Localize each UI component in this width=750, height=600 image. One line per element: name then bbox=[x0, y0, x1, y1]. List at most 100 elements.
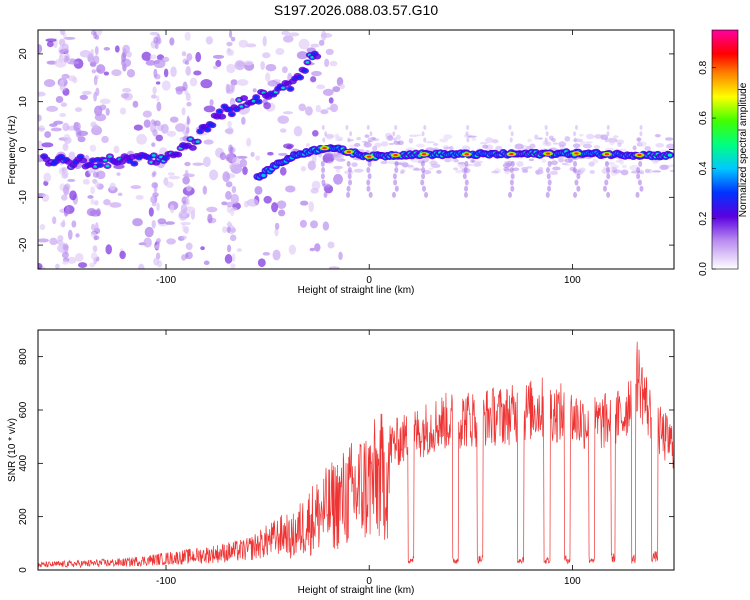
spectrogram-cell bbox=[221, 201, 228, 206]
spectrogram-cell bbox=[328, 266, 340, 269]
spectrogram-cell bbox=[136, 133, 148, 145]
spectrogram-cell bbox=[576, 185, 581, 192]
spectrogram-cell bbox=[367, 137, 371, 143]
spectrogram-cell bbox=[182, 223, 186, 233]
spectrogram-cell bbox=[151, 182, 158, 189]
spectrogram-cell bbox=[348, 179, 353, 186]
spectrogram-cell bbox=[226, 63, 236, 74]
spectrogram-cell bbox=[226, 201, 234, 208]
spectrogram-cell bbox=[231, 82, 235, 93]
spectrogram-cell bbox=[300, 166, 307, 172]
spectrogram-cell bbox=[203, 139, 214, 145]
spectrogram-cell bbox=[465, 131, 469, 137]
spectrogram-cell bbox=[367, 160, 372, 167]
spectrogram-cell bbox=[281, 66, 288, 74]
spectrogram-cell bbox=[544, 125, 548, 131]
snr-frame bbox=[37, 329, 675, 571]
spectrogram-cell bbox=[521, 167, 529, 171]
spectrogram-cell bbox=[238, 39, 249, 48]
spectrogram-cell bbox=[586, 133, 595, 140]
spectrogram-cell bbox=[526, 166, 533, 169]
spectrogram-cell bbox=[246, 137, 252, 147]
spectrogram-cell bbox=[424, 191, 429, 198]
spectrogram-cell bbox=[89, 144, 97, 152]
spectrogram-cell bbox=[299, 219, 307, 228]
spectrogram-cell bbox=[87, 195, 94, 199]
spectrogram-cell bbox=[572, 143, 581, 149]
spectrogram-cell bbox=[263, 195, 272, 204]
spectrogram-cell bbox=[380, 160, 388, 165]
spectrogram-cell bbox=[510, 185, 515, 192]
spectrogram-cell bbox=[393, 137, 397, 143]
colorbar-tick-label: 0.0 bbox=[698, 262, 709, 276]
spectrogram-cell bbox=[197, 129, 203, 134]
spectrogram-cell bbox=[347, 173, 352, 180]
spectrogram-cell bbox=[367, 173, 372, 180]
spectrogram-cell bbox=[394, 185, 399, 192]
spectrogram-cell bbox=[621, 164, 628, 169]
spectrogram-cell bbox=[156, 202, 160, 211]
spectrogram-cell bbox=[59, 54, 66, 61]
spectrogram-cell bbox=[404, 164, 414, 168]
spectrogram-cell bbox=[661, 164, 670, 170]
spectrogram-cell bbox=[328, 97, 334, 104]
spectrogram-cell bbox=[239, 158, 248, 168]
spectrogram-cell bbox=[209, 169, 219, 181]
spectrogram-cell bbox=[122, 44, 131, 54]
spectrogram-cell bbox=[273, 90, 278, 94]
spectrogram-cell bbox=[327, 241, 335, 249]
spectrogram-cell bbox=[230, 36, 236, 42]
spectrogram-cell bbox=[43, 79, 56, 88]
spectrogram-cell bbox=[182, 81, 188, 92]
spectrogram-cell bbox=[232, 156, 240, 166]
spectrogram-cell bbox=[655, 143, 665, 148]
spectrogram-cell bbox=[207, 213, 213, 224]
spectrogram-cell bbox=[263, 102, 271, 110]
spectrogram-cell bbox=[537, 137, 543, 140]
spectrogram-cell bbox=[68, 151, 76, 162]
spectrogram-cell bbox=[206, 206, 218, 213]
spectrogram-cell bbox=[79, 94, 88, 100]
spectrogram-cell bbox=[620, 169, 629, 176]
spectrogram-cell bbox=[94, 222, 99, 232]
spectrogram-cell bbox=[606, 191, 611, 198]
spectrogram-cell bbox=[302, 69, 308, 73]
spectrogram-cell bbox=[105, 244, 112, 255]
spectrogram-cell bbox=[181, 124, 186, 134]
spectrogram-cell bbox=[45, 38, 57, 42]
spectrogram-cell bbox=[224, 254, 233, 264]
spectrogram-cell bbox=[120, 92, 130, 99]
spectrogram-cell bbox=[149, 123, 157, 133]
spectrogram-cell bbox=[111, 69, 122, 77]
spectrogram-cell bbox=[606, 137, 615, 143]
spectrogram-cell bbox=[262, 52, 271, 59]
spectrogram-cell bbox=[529, 143, 536, 149]
spectrogram-cell bbox=[74, 252, 84, 262]
spectrogram-cell bbox=[298, 103, 306, 112]
spectrogram-cell bbox=[109, 182, 116, 191]
spectrogram-cell bbox=[516, 161, 524, 167]
spectrogram-cell bbox=[311, 70, 322, 77]
spectrogram-cell bbox=[103, 71, 110, 76]
spectrogram-cell bbox=[67, 256, 77, 264]
spectrogram-cell bbox=[185, 66, 191, 76]
spectrogram-cell bbox=[333, 173, 343, 185]
spectrogram-cell bbox=[109, 202, 122, 208]
spectrogram-cell bbox=[67, 178, 76, 182]
spectrogram-cell bbox=[278, 152, 288, 157]
spectrogram-cell bbox=[73, 121, 81, 131]
spectrogram-cell bbox=[142, 110, 152, 118]
spectrogram-cell bbox=[321, 179, 326, 186]
spectrogram-cell bbox=[436, 164, 441, 168]
spectrogram-cell bbox=[669, 169, 674, 173]
spectrogram-cell bbox=[94, 34, 100, 40]
spectrogram-cell bbox=[612, 169, 622, 174]
spectrogram-cell bbox=[457, 162, 466, 165]
spectrogram-ylabel: Frequency (Hz) bbox=[7, 116, 18, 185]
spectrogram-cell bbox=[374, 142, 382, 148]
spectrogram-cell bbox=[386, 135, 394, 141]
spectrogram-cell bbox=[639, 185, 644, 192]
spectrogram-cell bbox=[77, 136, 86, 143]
spectrogram-cell bbox=[443, 134, 453, 140]
spectrogram-cell bbox=[81, 90, 92, 95]
